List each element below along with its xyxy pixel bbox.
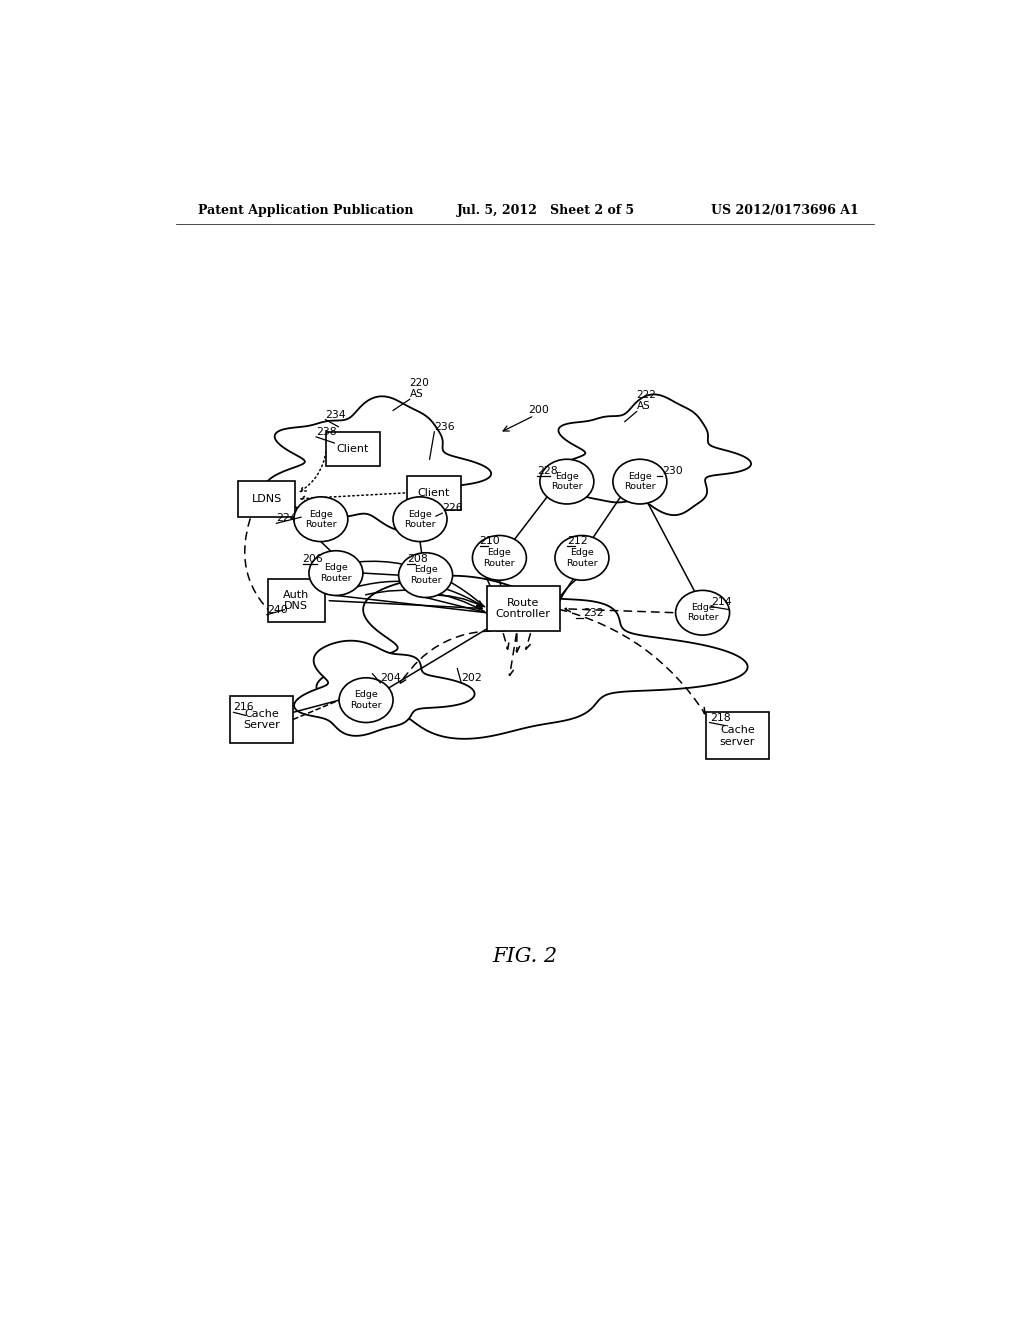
Polygon shape [316,576,748,739]
Ellipse shape [540,459,594,504]
Text: 236: 236 [434,422,455,432]
Text: 202: 202 [461,673,482,682]
Text: Edge
Router: Edge Router [624,473,655,491]
Text: 232: 232 [583,607,603,618]
FancyBboxPatch shape [239,480,296,517]
Text: 226: 226 [442,503,463,513]
Text: Edge
Router: Edge Router [321,564,351,583]
Text: 230: 230 [663,466,683,475]
Text: 216: 216 [233,702,254,713]
Text: Edge
Router: Edge Router [687,603,719,623]
Text: 222
AS: 222 AS [637,389,656,412]
Text: 240: 240 [267,605,288,615]
Text: Edge
Router: Edge Router [350,690,382,710]
FancyBboxPatch shape [706,713,769,759]
FancyBboxPatch shape [326,433,380,466]
Text: Auth
DNS: Auth DNS [283,590,309,611]
Text: 218: 218 [710,713,730,722]
Text: Jul. 5, 2012   Sheet 2 of 5: Jul. 5, 2012 Sheet 2 of 5 [458,205,636,216]
Ellipse shape [339,677,393,722]
Ellipse shape [398,553,453,598]
Text: FIG. 2: FIG. 2 [493,946,557,966]
Ellipse shape [309,550,362,595]
Text: Edge
Router: Edge Router [404,510,436,529]
FancyBboxPatch shape [407,477,461,510]
Text: Edge
Router: Edge Router [305,510,337,529]
Text: 214: 214 [712,597,732,607]
Text: 228: 228 [537,466,557,475]
Text: 210: 210 [479,536,501,545]
Text: Edge
Router: Edge Router [566,548,598,568]
Text: Patent Application Publication: Patent Application Publication [198,205,414,216]
Text: LDNS: LDNS [252,494,282,504]
Text: 212: 212 [567,536,588,545]
Text: Client: Client [418,488,450,498]
Text: 220
AS: 220 AS [410,378,429,399]
Text: Client: Client [337,444,369,454]
Ellipse shape [294,496,348,541]
Text: 234: 234 [326,409,346,420]
FancyBboxPatch shape [229,696,293,743]
Text: 224: 224 [276,513,297,523]
Text: 200: 200 [528,404,549,414]
Polygon shape [294,640,474,735]
Text: 238: 238 [316,426,337,437]
Text: US 2012/0173696 A1: US 2012/0173696 A1 [712,205,859,216]
Ellipse shape [472,536,526,581]
Polygon shape [550,395,751,515]
Text: Edge
Router: Edge Router [410,565,441,585]
Ellipse shape [613,459,667,504]
Text: Edge
Router: Edge Router [483,548,515,568]
FancyBboxPatch shape [267,579,325,622]
Text: 204: 204 [380,673,401,682]
FancyBboxPatch shape [486,586,560,631]
Text: 208: 208 [408,554,428,564]
Polygon shape [265,396,492,531]
Text: Edge
Router: Edge Router [551,473,583,491]
Text: Route
Controller: Route Controller [496,598,551,619]
Ellipse shape [393,496,447,541]
Text: Cache
server: Cache server [720,725,755,747]
Text: 206: 206 [303,554,324,564]
Ellipse shape [555,536,609,581]
Ellipse shape [676,590,729,635]
Text: Cache
Server: Cache Server [243,709,280,730]
